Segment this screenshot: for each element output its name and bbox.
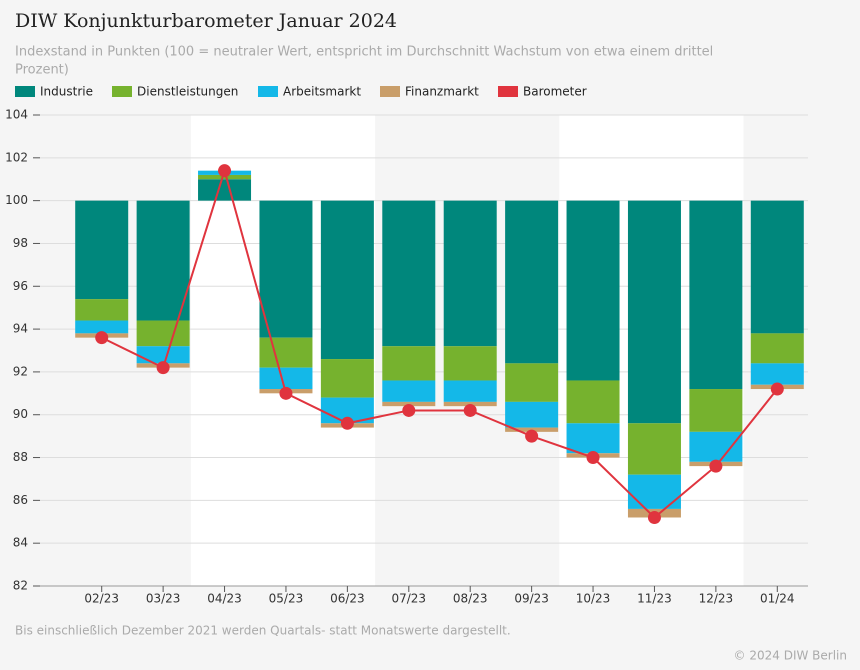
point [770,382,784,396]
bar-segment [750,200,804,334]
y-tick-label: 98 [13,236,28,250]
point [156,361,170,375]
y-tick-label: 88 [13,450,28,464]
x-tick-label: 03/23 [146,592,181,606]
legend-label: Industrie [40,85,93,99]
legend-swatch [498,86,518,97]
point [647,510,661,524]
bar-segment [627,423,681,475]
y-tick-label: 104 [5,108,28,122]
legend-label: Dienstleistungen [137,85,238,99]
legend-swatch [112,86,132,97]
bar-segment [320,359,374,398]
bar-segment [259,200,313,338]
bar-segment [505,363,559,402]
bar-segment [627,474,681,509]
bar-segment [750,363,804,385]
bar-segment [75,320,129,334]
legend-swatch [15,86,35,97]
x-tick-label: 11/23 [637,592,672,606]
bar-segment [320,200,374,360]
bar-segment [443,346,497,381]
credit: © 2024 DIW Berlin [734,649,847,663]
bar-segment [382,380,436,402]
point [279,386,293,400]
bar-segment [443,380,497,402]
bar-segment [136,200,190,321]
chart-title: DIW Konjunkturbarometer Januar 2024 [15,10,397,32]
bar-segment [750,333,804,364]
bar-segment [136,346,190,364]
legend-label: Arbeitsmarkt [283,85,361,99]
x-tick-label: 06/23 [330,592,365,606]
x-tick-label: 01/24 [760,592,795,606]
footnote: Bis einschließlich Dezember 2021 werden … [15,624,511,638]
bar-segment [75,200,129,300]
bar-segment [75,299,129,321]
y-tick-label: 90 [13,407,28,421]
y-tick-label: 100 [5,193,28,207]
bar-segment [382,346,436,381]
point [586,451,600,465]
bar-segment [443,200,497,347]
x-tick-label: 12/23 [699,592,734,606]
x-tick-label: 05/23 [269,592,304,606]
bar-segment [505,200,559,364]
legend-label: Finanzmarkt [405,85,479,99]
y-tick-label: 94 [13,322,28,336]
bar-segment [566,200,620,381]
y-tick-label: 82 [13,579,28,593]
bar-segment [198,179,252,201]
y-tick-label: 96 [13,279,28,293]
x-tick-label: 02/23 [84,592,119,606]
point [402,403,416,417]
point [525,429,539,443]
bar-segment [689,200,743,390]
point [218,164,232,178]
x-tick-label: 04/23 [207,592,242,606]
bar-segment [505,401,559,428]
point [463,403,477,417]
line [101,167,779,519]
y-tick-label: 86 [13,493,28,507]
bar-segment [689,389,743,432]
bar-segment [689,431,743,462]
bar-segment [627,200,681,424]
bar-segment [259,367,313,390]
x-tick-label: 09/23 [514,592,549,606]
point [340,416,354,430]
x-tick-label: 08/23 [453,592,488,606]
x-tick-label: 07/23 [391,592,426,606]
bar-segment [566,423,620,454]
bar-segment [566,380,620,424]
legend-swatch [380,86,400,97]
x-tick-label: 10/23 [576,592,611,606]
legend-label: Barometer [523,85,587,99]
point [709,459,723,473]
y-tick-label: 102 [5,150,28,164]
point [95,331,109,345]
subtitle: Prozent) [15,63,69,78]
bar-segment [259,337,313,368]
y-tick-label: 92 [13,364,28,378]
bar-segment [136,320,190,347]
bar-segment [382,200,436,347]
legend-swatch [258,86,278,97]
subtitle: Indexstand in Punkten (100 = neutraler W… [15,45,713,60]
y-tick-label: 84 [13,536,28,550]
